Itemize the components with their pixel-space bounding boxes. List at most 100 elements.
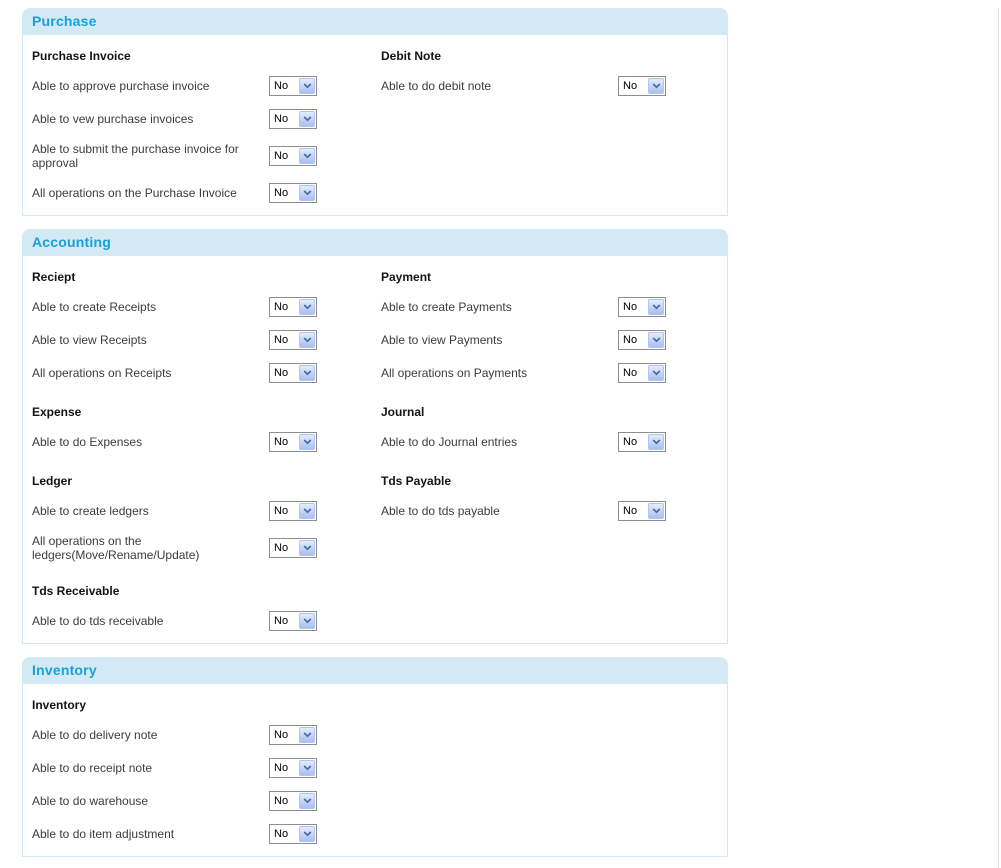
field-label: Able to do receipt note (32, 761, 153, 775)
select-value: No (274, 828, 289, 840)
chevron-down-icon[interactable] (299, 503, 315, 519)
tds-payable-select[interactable]: No (618, 501, 666, 521)
group-heading: Tds Receivable (32, 584, 120, 598)
section-inventory: Inventory Inventory Able to do delivery … (22, 657, 728, 857)
chevron-down-icon[interactable] (648, 332, 664, 348)
group-journal: Journal Able to do Journal entries No (381, 405, 718, 452)
field-label: Able to do debit note (381, 79, 492, 93)
form-row: Able to do item adjustment No (32, 824, 381, 844)
chevron-down-icon[interactable] (299, 299, 315, 315)
field-label: Able to approve purchase invoice (32, 79, 210, 93)
view-receipts-select[interactable]: No (269, 330, 317, 350)
field-label: Able to create Receipts (32, 300, 157, 314)
form-row: Able to do Expenses No (32, 432, 381, 452)
chevron-down-icon[interactable] (299, 111, 315, 127)
create-payments-select[interactable]: No (618, 297, 666, 317)
select-value: No (274, 729, 289, 741)
tds-receivable-select[interactable]: No (269, 611, 317, 631)
field-label: Able to do warehouse (32, 794, 149, 808)
chevron-down-icon[interactable] (648, 78, 664, 94)
all-operations-receipts-select[interactable]: No (269, 363, 317, 383)
chevron-down-icon[interactable] (299, 760, 315, 776)
field-label: Able to view Payments (381, 333, 503, 347)
all-operations-ledgers-select[interactable]: No (269, 538, 317, 558)
all-operations-payments-select[interactable]: No (618, 363, 666, 383)
form-row: Able to approve purchase invoice No (32, 76, 381, 96)
form-row: Able to do tds payable No (381, 501, 718, 521)
item-adjustment-select[interactable]: No (269, 824, 317, 844)
view-purchase-invoices-select[interactable]: No (269, 109, 317, 129)
group-heading: Tds Payable (381, 474, 452, 488)
form-row: All operations on Receipts No (32, 363, 381, 383)
field-label: Able to view Receipts (32, 333, 147, 347)
view-payments-select[interactable]: No (618, 330, 666, 350)
chevron-down-icon[interactable] (299, 826, 315, 842)
create-receipts-select[interactable]: No (269, 297, 317, 317)
group-expense: Expense Able to do Expenses No (32, 405, 381, 452)
field-label: All operations on Payments (381, 366, 528, 380)
chevron-down-icon[interactable] (299, 434, 315, 450)
select-value: No (274, 187, 289, 199)
select-value: No (274, 150, 289, 162)
form-row: Able to create ledgers No (32, 501, 381, 521)
select-value: No (274, 113, 289, 125)
field-label: Able to submit the purchase invoice for … (32, 142, 239, 170)
group-tds-payable: Tds Payable Able to do tds payable No (381, 474, 718, 521)
warehouse-select[interactable]: No (269, 791, 317, 811)
group-tds-receivable: Tds Receivable Able to do tds receivable… (32, 584, 381, 631)
form-row: Able to do debit note No (381, 76, 718, 96)
select-value: No (274, 80, 289, 92)
chevron-down-icon[interactable] (648, 299, 664, 315)
chevron-down-icon[interactable] (299, 540, 315, 556)
select-value: No (623, 505, 638, 517)
create-ledgers-select[interactable]: No (269, 501, 317, 521)
section-header-accounting: Accounting (22, 229, 728, 256)
field-label: All operations on Receipts (32, 366, 172, 380)
section-title: Accounting (32, 234, 111, 250)
chevron-down-icon[interactable] (299, 148, 315, 164)
select-value: No (274, 367, 289, 379)
delivery-note-select[interactable]: No (269, 725, 317, 745)
submit-purchase-invoice-select[interactable]: No (269, 146, 317, 166)
group-row: Purchase Invoice Able to approve purchas… (32, 44, 718, 203)
chevron-down-icon[interactable] (648, 365, 664, 381)
select-value: No (274, 505, 289, 517)
chevron-down-icon[interactable] (299, 185, 315, 201)
all-operations-purchase-invoice-select[interactable]: No (269, 183, 317, 203)
chevron-down-icon[interactable] (299, 332, 315, 348)
page-edge-divider (998, 8, 999, 868)
form-row: All operations on Payments No (381, 363, 718, 383)
select-value: No (274, 334, 289, 346)
group-heading: Inventory (32, 698, 87, 712)
journal-entries-select[interactable]: No (618, 432, 666, 452)
debit-note-select[interactable]: No (618, 76, 666, 96)
approve-purchase-invoice-select[interactable]: No (269, 76, 317, 96)
receipt-note-select[interactable]: No (269, 758, 317, 778)
chevron-down-icon[interactable] (299, 78, 315, 94)
chevron-down-icon[interactable] (299, 365, 315, 381)
group-heading: Payment (381, 270, 432, 284)
form-row: Able to do tds receivable No (32, 611, 381, 631)
chevron-down-icon[interactable] (299, 793, 315, 809)
chevron-down-icon[interactable] (648, 434, 664, 450)
form-row: Able to create Receipts No (32, 297, 381, 317)
group-row: Expense Able to do Expenses No Journal A… (32, 405, 718, 452)
form-row: Able to create Payments No (381, 297, 718, 317)
chevron-down-icon[interactable] (299, 613, 315, 629)
select-value: No (623, 80, 638, 92)
expenses-select[interactable]: No (269, 432, 317, 452)
group-row: Reciept Able to create Receipts No Able … (32, 265, 718, 383)
select-value: No (623, 334, 638, 346)
section-body-accounting: Reciept Able to create Receipts No Able … (22, 256, 728, 644)
chevron-down-icon[interactable] (648, 503, 664, 519)
field-label: Able to do delivery note (32, 728, 158, 742)
section-body-purchase: Purchase Invoice Able to approve purchas… (22, 35, 728, 216)
field-label: Able to create Payments (381, 300, 512, 314)
field-label: Able to do item adjustment (32, 827, 175, 841)
field-label: All operations on the Purchase Invoice (32, 186, 237, 200)
field-label: Able to do Expenses (32, 435, 143, 449)
group-heading: Reciept (32, 270, 76, 284)
select-value: No (274, 542, 289, 554)
chevron-down-icon[interactable] (299, 727, 315, 743)
form-row: Able to do Journal entries No (381, 432, 718, 452)
